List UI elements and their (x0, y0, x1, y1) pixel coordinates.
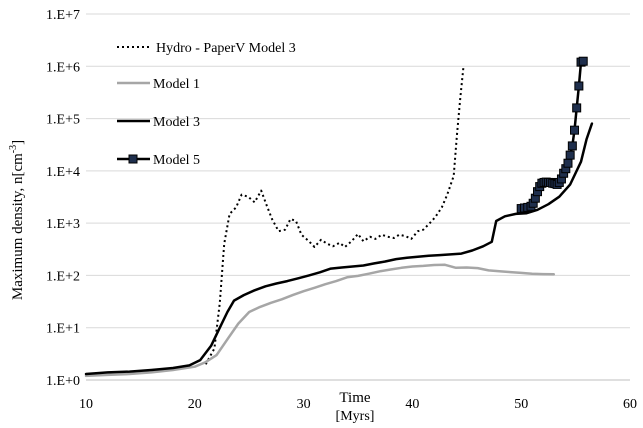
y-axis-title-main: Maximum density, n[cm (10, 153, 26, 300)
x-tick-label-1: 20 (188, 397, 202, 412)
legend-marker-model-5 (128, 154, 138, 164)
y-tick-label-6: 1.E+6 (46, 60, 80, 75)
grid-lines (86, 13, 630, 329)
data-point-model-5-24 (572, 103, 582, 113)
y-tick-label-0: 1.E+0 (46, 374, 80, 389)
x-axis-unit: [Myrs] (336, 409, 375, 424)
x-tick-labels: 10 20 30 40 50 60 (79, 397, 637, 412)
x-tick-label-2: 30 (297, 397, 311, 412)
y-tick-label-5: 1.E+5 (46, 113, 80, 128)
x-tick-label-3: 40 (405, 397, 419, 412)
legend-item-hydro: Hydro - PaperV Model 3 (117, 41, 296, 56)
legend-label-model-3: Model 3 (153, 115, 200, 130)
legend-item-model-1: Model 1 (117, 77, 200, 92)
y-axis-title-close: ] (10, 140, 26, 145)
y-tick-label-1: 1.E+1 (46, 322, 80, 337)
data-point-model-5-22 (567, 141, 577, 151)
series-line-hydro-paperv-model-3 (204, 66, 465, 365)
x-tick-label-0: 10 (79, 397, 93, 412)
data-point-model-5-21 (565, 150, 575, 160)
data-point-model-5-25 (574, 81, 584, 91)
y-axis-title-exponent: -3 (8, 145, 19, 153)
legend-item-model-5: Model 5 (117, 153, 200, 168)
legend-label-model-5: Model 5 (153, 153, 200, 168)
x-axis-title: Time (339, 390, 370, 406)
legend-label-model-1: Model 1 (153, 77, 200, 92)
y-tick-label-7: 1.E+7 (46, 8, 80, 23)
y-tick-label-4: 1.E+4 (46, 165, 80, 180)
legend: Hydro - PaperV Model 3 Model 1 Model 3 M… (117, 41, 296, 168)
series-line-model-3 (84, 122, 594, 376)
x-tick-label-5: 60 (623, 397, 637, 412)
y-tick-label-2: 1.E+2 (46, 269, 80, 284)
series-line-model-1 (84, 263, 556, 378)
data-point-model-5-20 (563, 158, 573, 168)
x-tick-label-4: 50 (514, 397, 528, 412)
data-point-model-5-23 (570, 125, 580, 135)
y-tick-labels: 1.E+0 1.E+1 1.E+2 1.E+3 1.E+4 1.E+5 1.E+6 1.E+7 (46, 8, 80, 389)
legend-label-hydro: Hydro - PaperV Model 3 (156, 41, 296, 56)
legend-item-model-3: Model 3 (117, 115, 200, 130)
y-tick-label-3: 1.E+3 (46, 217, 80, 232)
series-group (84, 56, 594, 378)
y-axis-title: Maximum density, n[cm-3] (8, 140, 26, 300)
data-point-model-5-27 (578, 56, 588, 66)
